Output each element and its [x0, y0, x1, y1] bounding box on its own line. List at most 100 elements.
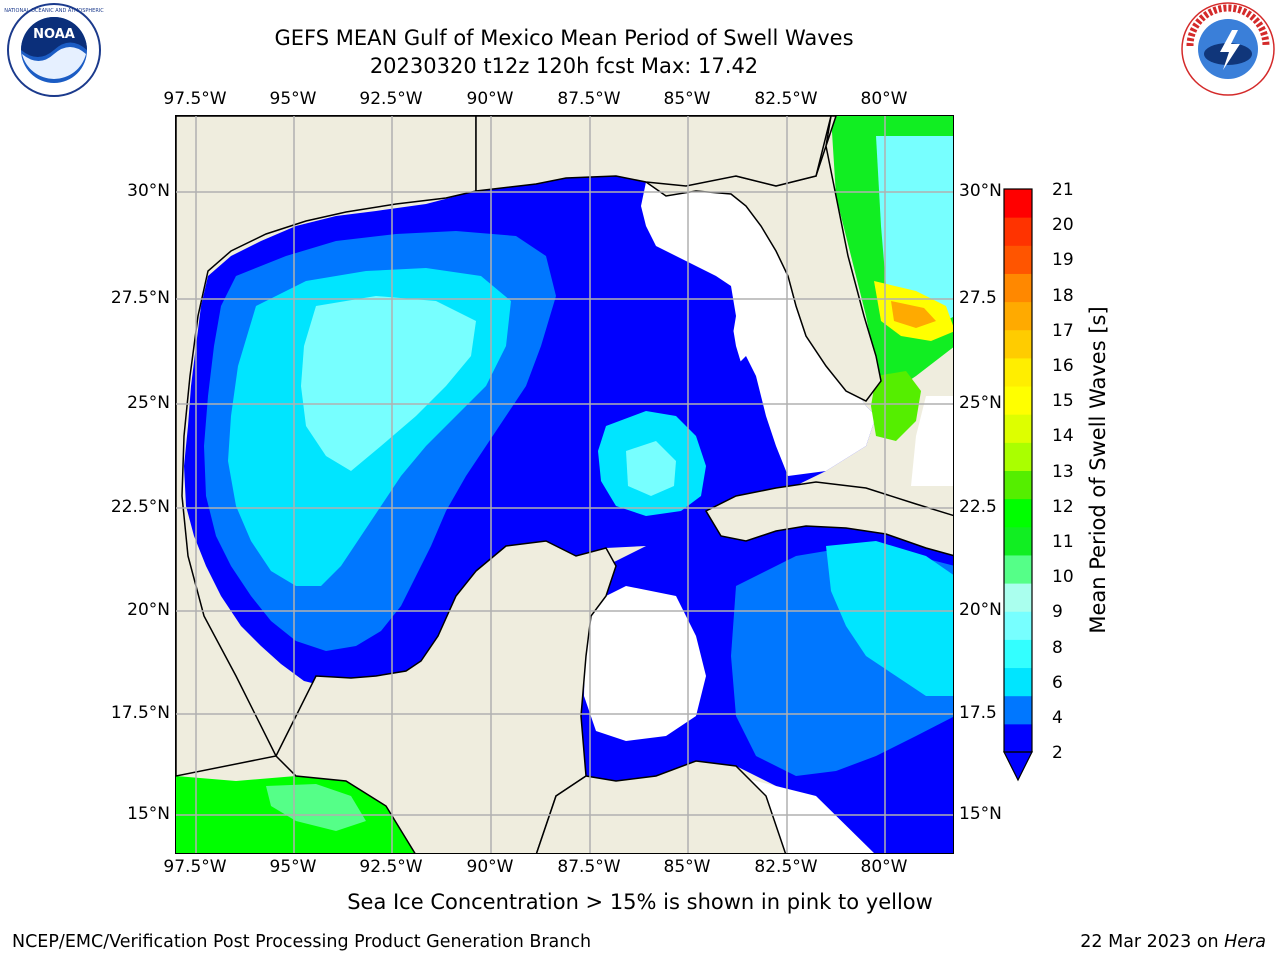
colorbar-bin: [1004, 667, 1032, 697]
lat-label-left: 25°N: [127, 393, 170, 413]
colorbar-bin: [1004, 442, 1032, 471]
florida-land: [643, 116, 882, 402]
footer-date-text: 22 Mar 2023 on: [1080, 932, 1225, 952]
bahamas-nodata: [911, 396, 953, 486]
colorbar: [1003, 188, 1033, 782]
colorbar-tick-label: 19: [1052, 250, 1074, 271]
lon-label-top: 82.5°W: [754, 89, 818, 109]
gulf-west-pale: [301, 296, 476, 471]
central-america-land: [535, 760, 787, 853]
footer-host: Hera: [1224, 932, 1266, 952]
colorbar-bin: [1004, 723, 1032, 753]
colorbar-bin: [1004, 695, 1032, 725]
lat-label-left: 15°N: [127, 804, 170, 824]
lon-label-bottom: 92.5°W: [359, 857, 423, 877]
colorbar-tick-label: 17: [1052, 320, 1074, 341]
bahamas-green: [871, 371, 921, 441]
pacific-light-green: [266, 784, 366, 831]
colorbar-tick-label: 6: [1052, 672, 1063, 693]
graticule: [176, 116, 953, 853]
map-panel: [175, 115, 954, 854]
chart-title: GEFS MEAN Gulf of Mexico Mean Period of …: [274, 26, 854, 50]
colorbar-tick-label: 14: [1052, 426, 1074, 447]
lat-label-right: 20°N: [959, 600, 1002, 620]
colorbar-bin: [1004, 526, 1032, 556]
colorbar-tick-label: 12: [1052, 496, 1074, 517]
sea-ice-note: Sea Ice Concentration > 15% is shown in …: [0, 890, 1280, 914]
sea-ice-note-text: Sea Ice Concentration > 15% is shown in …: [347, 890, 933, 914]
noaa-logo: NOAA NATIONAL OCEANIC AND ATMOSPHERIC: [4, 3, 104, 97]
nws-logo: [1181, 2, 1275, 96]
colorbar-tick-label: 15: [1052, 391, 1074, 412]
lon-label-top: 80°W: [860, 89, 908, 109]
colorbar-tick-label: 21: [1052, 180, 1074, 200]
colorbar-bin: [1004, 217, 1032, 246]
lat-label-left: 27.5°N: [110, 288, 170, 308]
lon-label-bottom: 82.5°W: [754, 857, 818, 877]
lon-label-top: 92.5°W: [359, 89, 423, 109]
colorbar-tick-label: 4: [1052, 708, 1063, 728]
colorbar-tick-label: 16: [1052, 356, 1074, 376]
svg-text:NOAA: NOAA: [33, 27, 75, 42]
lon-label-top: 97.5°W: [163, 89, 227, 109]
colorbar-frame: [1003, 188, 1033, 753]
atlantic-pale: [876, 136, 953, 331]
lat-label-left: 20°N: [127, 600, 170, 620]
atlantic-orange: [891, 301, 936, 328]
colorbar-tick-label: 11: [1052, 532, 1074, 552]
chart-subtitle: 20230320 t12z 120h fcst Max: 17.42: [369, 54, 759, 78]
swell-period-map: [176, 116, 953, 853]
colorbar-tick-label: 10: [1052, 567, 1074, 588]
gulf-east-nodata: [641, 182, 876, 476]
colorbar-tick-label: 20: [1052, 215, 1074, 236]
colorbar-bins: [1004, 189, 1032, 753]
lat-label-left: 22.5°N: [110, 497, 170, 517]
colorbar-tick-label: 2: [1052, 743, 1063, 764]
lon-label-bottom: 97.5°W: [163, 857, 227, 877]
colorbar-bin: [1004, 189, 1032, 218]
us-gulf-coast-land: [475, 116, 832, 192]
lat-label-left: 30°N: [127, 181, 170, 201]
colorbar-bin: [1004, 583, 1032, 612]
caribbean-cyan: [826, 541, 953, 696]
colorbar-bin: [1004, 301, 1032, 331]
lon-label-bottom: 90°W: [466, 857, 514, 877]
colorbar-tick-label: 8: [1052, 637, 1063, 658]
colorbar-bin: [1004, 498, 1032, 528]
footer-date: 22 Mar 2023 on Hera: [1080, 932, 1266, 952]
lat-label-left: 17.5°N: [110, 703, 170, 723]
footer-organization: NCEP/EMC/Verification Post Processing Pr…: [12, 932, 592, 952]
colorbar-bin: [1004, 273, 1032, 303]
mexico-land-strip: [176, 116, 477, 777]
yucatan-land: [275, 540, 617, 853]
colorbar-tick-label: 18: [1052, 285, 1074, 306]
lon-label-bottom: 85°W: [663, 857, 711, 877]
lat-label-right: 17.5: [959, 703, 997, 723]
lat-label-right: 30°N: [959, 181, 1002, 201]
svg-text:NATIONAL OCEANIC AND ATMOSPHER: NATIONAL OCEANIC AND ATMOSPHERIC: [4, 8, 104, 14]
lon-label-top: 90°W: [466, 89, 514, 109]
yucatan-pale: [626, 441, 676, 496]
colorbar-bin: [1004, 554, 1032, 584]
colorbar-bin: [1004, 357, 1032, 387]
cuba-land: [704, 481, 953, 557]
lat-label-right: 27.5: [959, 288, 997, 308]
colorbar-extend-arrow: [1003, 751, 1033, 782]
colorbar-tick-label: 9: [1052, 602, 1063, 623]
colorbar-bin: [1004, 639, 1032, 669]
colorbar-bin: [1004, 245, 1032, 274]
colorbar-bin: [1004, 470, 1032, 500]
lat-label-right: 15°N: [959, 804, 1002, 824]
lon-label-bottom: 87.5°W: [557, 857, 621, 877]
caribbean-nodata: [584, 586, 706, 741]
colorbar-bin: [1004, 386, 1032, 415]
colorbar-bin: [1004, 329, 1032, 359]
lon-label-top: 87.5°W: [557, 89, 621, 109]
lon-label-bottom: 80°W: [860, 857, 908, 877]
colorbar-tick-label: 13: [1052, 461, 1074, 482]
colorbar-bin: [1004, 414, 1032, 443]
colorbar-label: Mean Period of Swell Waves [s]: [1086, 306, 1110, 634]
colorbar-bin: [1004, 611, 1032, 640]
lat-label-right: 22.5: [959, 497, 997, 517]
lon-label-top: 85°W: [663, 89, 711, 109]
